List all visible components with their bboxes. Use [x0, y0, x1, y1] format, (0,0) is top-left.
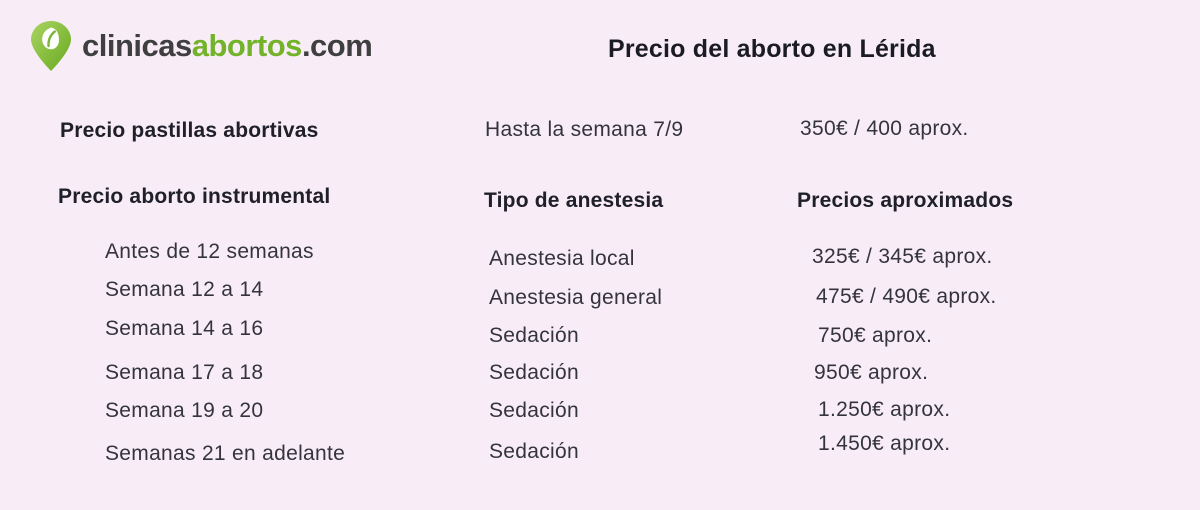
column-header-anesthesia: Tipo de anestesia [484, 189, 664, 212]
price-value: 1.450€ aprox. [818, 432, 951, 455]
pills-row-label: Hasta la semana 7/9 [485, 118, 684, 141]
week-label: Semana 14 a 16 [105, 317, 264, 340]
price-value: 950€ aprox. [814, 361, 929, 384]
instrumental-section-heading: Precio aborto instrumental [58, 185, 331, 208]
page-title: Precio del aborto en Lérida [608, 35, 936, 63]
week-label: Semana 12 a 14 [105, 278, 264, 301]
anesthesia-label: Sedación [489, 324, 579, 347]
site-logo[interactable]: clinicasabortos.com [28, 20, 373, 72]
anesthesia-label: Sedación [489, 361, 579, 384]
pills-row-price: 350€ / 400 aprox. [800, 117, 969, 140]
logo-part-clinicas: clinicas [82, 28, 192, 63]
logo-part-com: .com [301, 28, 373, 63]
logo-wordmark: clinicasabortos.com [82, 28, 373, 64]
week-label: Semanas 21 en adelante [105, 442, 346, 465]
week-label: Semana 19 a 20 [105, 399, 264, 422]
column-header-prices: Precios aproximados [797, 189, 1014, 212]
logo-part-abortos: abortos [191, 28, 303, 63]
week-label: Semana 17 a 18 [105, 361, 264, 384]
week-label: Antes de 12 semanas [105, 240, 314, 263]
pills-section-heading: Precio pastillas abortivas [60, 119, 319, 142]
anesthesia-label: Sedación [489, 440, 579, 463]
anesthesia-label: Sedación [489, 399, 579, 422]
price-value: 475€ / 490€ aprox. [816, 285, 997, 308]
anesthesia-label: Anestesia local [489, 247, 635, 270]
price-value: 325€ / 345€ aprox. [812, 245, 993, 268]
anesthesia-label: Anestesia general [489, 286, 663, 309]
price-value: 750€ aprox. [818, 324, 933, 347]
map-pin-leaf-icon [28, 20, 74, 72]
price-value: 1.250€ aprox. [818, 398, 951, 421]
